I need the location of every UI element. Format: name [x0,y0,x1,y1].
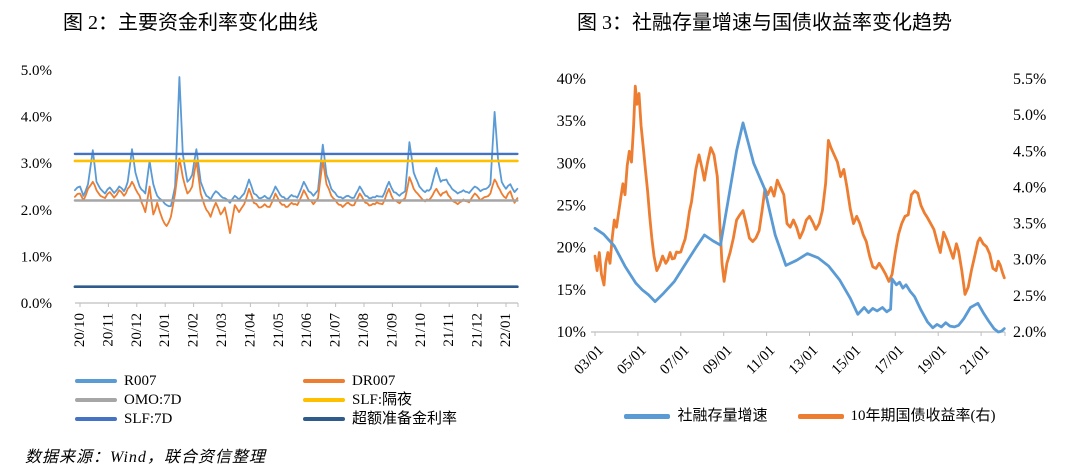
fig3-x-tick-label: 17/01 [872,343,907,378]
fig2-x-tick-label: 21/01 [157,313,173,347]
data-source-note: 数据来源：Wind，联合资信整理 [25,449,266,466]
legend-label-tsf-growth: 社融存量增速 [677,408,768,424]
legend-item-omo7d: OMO:7D [75,391,303,409]
legend-swatch-slf-overnight [303,398,345,402]
fig3-left-tick-label: 25% [557,198,586,215]
figure3-title: 图 3：社融存量增速与国债收益率变化趋势 [577,12,952,34]
legend-item-10y-yield: 10年期国债收益率(右) [797,407,996,425]
fig2-y-tick-label: 0.0% [21,296,52,312]
legend-item-slf-overnight: SLF:隔夜 [303,391,505,409]
fig3-x-tick-label: 11/01 [743,343,778,378]
fig3-right-tick-label: 4.5% [1013,143,1046,160]
fig3-right-tick-label: 4.0% [1013,179,1046,196]
fig3-x-tick-label: 07/01 [657,343,692,378]
fig3-x-tick-label: 13/01 [786,343,821,378]
line-series-10年期国债收益率(右) [593,84,1006,296]
legend-label-slf-overnight: SLF:隔夜 [352,392,413,408]
legend-swatch-r007 [75,379,117,383]
fig3-x-tick-label: 21/01 [957,343,992,378]
fig3-x-tick-label: 15/01 [829,343,864,378]
figure3-plot: 40% 35% 30% 25% 20% 15% 10% 5.5% 5.0% 4.5% 4.0% 3.5… [557,71,1047,378]
fig3-left-tick-label: 35% [557,113,586,130]
legend-swatch-slf7d [75,417,117,421]
legend-label-slf7d: SLF:7D [124,411,173,427]
line-series-DR007 [74,157,519,235]
legend-label-omo7d: OMO:7D [124,392,182,408]
legend-label-10y-yield: 10年期国债收益率(右) [850,408,996,424]
figure2-title: 图 2：主要资金利率变化曲线 [63,12,318,34]
fig2-x-tick-label: 21/12 [470,313,486,347]
legend-swatch-dr007 [303,379,345,383]
figure2-legend: R007 DR007 OMO:7D SLF:隔夜 SLF:7D 超额准备金利率 [75,372,505,428]
legend-label-dr007: DR007 [352,373,396,389]
fig2-x-tick-label: 21/04 [242,313,258,348]
legend-swatch-tsf-growth [624,413,671,419]
fig2-x-tick-label: 21/03 [214,313,230,347]
fig3-right-tick-label: 5.0% [1013,107,1046,124]
legend-item-r007: R007 [75,372,303,390]
fig3-right-tick-label: 5.5% [1013,71,1046,88]
fig3-x-tick-label: 03/01 [571,343,606,378]
fig2-x-tick-label: 20/12 [129,313,145,347]
fig3-x-tick-label: 05/01 [614,343,649,378]
legend-label-excess-reserve-rate: 超额准备金利率 [352,411,458,427]
figure2-plot: 5.0% 4.0% 3.0% 2.0% 1.0% 0.0% 20/10 20/11 20/12 2… [21,63,519,348]
fig2-x-tick-label: 22/01 [498,313,514,347]
legend-swatch-excess-reserve-rate [303,417,345,421]
fig3-x-tick-label: 19/01 [915,343,950,378]
line-series-社融存量增速 [593,121,1006,334]
fig2-y-tick-label: 1.0% [21,249,52,265]
fig2-x-tick-label: 21/06 [299,313,315,348]
fig3-x-tick-label: 09/01 [700,343,735,378]
legend-item-excess-reserve-rate: 超额准备金利率 [303,410,505,428]
fig2-x-tick-label: 21/10 [413,313,429,347]
fig3-right-tick-label: 2.5% [1013,288,1046,305]
fig2-x-tick-label: 20/10 [72,313,88,347]
fig2-x-tick-label: 21/05 [271,313,287,347]
fig2-x-tick-label: 20/11 [100,313,116,347]
fig3-left-tick-label: 15% [557,282,586,299]
legend-item-slf7d: SLF:7D [75,410,303,428]
fig3-right-tick-label: 3.0% [1013,252,1046,269]
fig3-right-tick-label: 3.5% [1013,216,1046,233]
legend-item-tsf-growth: 社融存量增速 [624,407,768,425]
fig2-x-tick-label: 21/08 [356,313,372,347]
fig3-left-tick-label: 30% [557,155,586,172]
legend-swatch-omo7d [75,398,117,402]
fig3-left-tick-label: 10% [557,324,586,341]
fig2-y-tick-label: 2.0% [21,203,52,219]
fig2-x-tick-label: 21/09 [384,313,400,347]
figure3-legend: 社融存量增速 10年期国债收益率(右) [540,407,1080,425]
fig2-y-tick-label: 3.0% [21,156,52,172]
legend-label-r007: R007 [124,373,157,389]
fig2-x-tick-label: 21/02 [186,313,202,347]
fig3-right-tick-label: 2.0% [1013,324,1046,341]
fig3-left-tick-label: 20% [557,240,586,257]
legend-swatch-10y-yield [797,413,844,419]
fig2-x-tick-label: 21/07 [328,313,344,348]
legend-item-dr007: DR007 [303,372,505,390]
fig2-y-tick-label: 4.0% [21,110,52,126]
fig2-x-tick-label: 21/11 [441,313,457,347]
fig3-left-tick-label: 40% [557,71,586,88]
fig2-y-tick-label: 5.0% [21,63,52,79]
line-series-R007 [74,76,519,208]
